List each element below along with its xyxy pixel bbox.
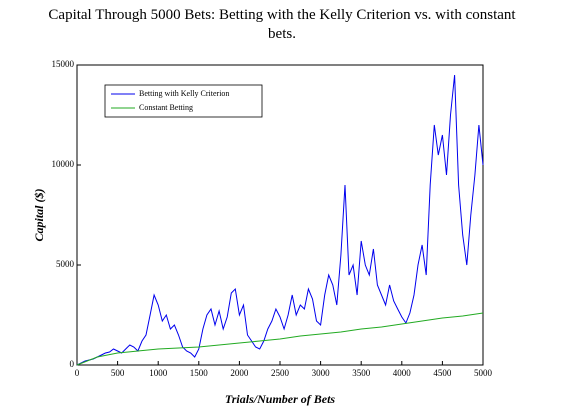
legend-label: Betting with Kelly Criterion xyxy=(139,89,229,98)
legend-label: Constant Betting xyxy=(139,103,193,112)
x-tick-label: 4000 xyxy=(393,368,412,378)
x-tick-label: 3000 xyxy=(312,368,331,378)
x-tick-label: 3500 xyxy=(352,368,371,378)
x-tick-label: 5000 xyxy=(474,368,493,378)
legend-box xyxy=(104,84,263,118)
x-axis-label: Trials/Number of Bets xyxy=(225,392,336,406)
y-axis-label: Capital ($) xyxy=(32,188,46,241)
chart-title: Capital Through 5000 Bets: Betting with … xyxy=(48,7,516,42)
x-tick-label: 2500 xyxy=(271,368,290,378)
x-tick-label: 1500 xyxy=(190,368,209,378)
x-tick-label: 1000 xyxy=(149,368,168,378)
y-tick-label: 10000 xyxy=(52,159,75,169)
series-line xyxy=(76,312,484,366)
x-tick-label: 4500 xyxy=(433,368,452,378)
x-tick-label: 500 xyxy=(111,368,125,378)
x-tick-label: 0 xyxy=(75,368,80,378)
series-line xyxy=(76,74,484,366)
y-tick-label: 5000 xyxy=(56,259,75,269)
y-tick-label: 15000 xyxy=(52,59,75,69)
y-tick-label: 0 xyxy=(70,359,75,369)
x-tick-label: 2000 xyxy=(230,368,249,378)
